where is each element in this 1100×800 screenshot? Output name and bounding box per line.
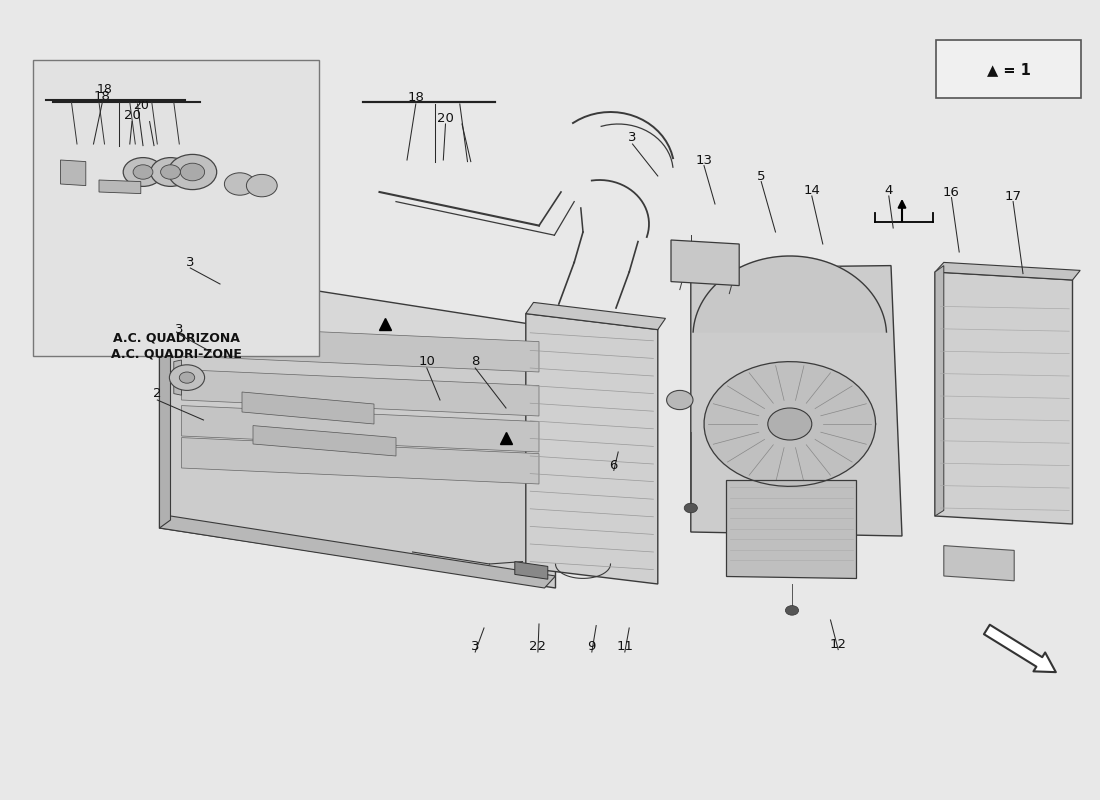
Text: 9: 9 [587,640,596,653]
Polygon shape [160,268,556,372]
Text: A.C. QUADRI-ZONE: A.C. QUADRI-ZONE [111,347,241,360]
Text: 13: 13 [695,154,713,166]
Circle shape [224,173,255,195]
Text: 12: 12 [829,638,847,650]
Polygon shape [935,266,944,516]
Polygon shape [174,360,182,395]
Polygon shape [704,362,876,486]
Text: 16: 16 [943,186,960,198]
Circle shape [684,503,697,513]
Circle shape [785,606,799,615]
Text: 5: 5 [757,170,766,182]
Text: eurocar parts: eurocar parts [315,378,653,422]
Polygon shape [944,546,1014,581]
Polygon shape [182,370,539,416]
Circle shape [123,158,163,186]
Circle shape [133,165,153,179]
Polygon shape [182,438,539,484]
Polygon shape [671,240,739,286]
Polygon shape [526,314,658,584]
Polygon shape [515,562,548,579]
Circle shape [180,163,205,181]
Text: 18: 18 [94,90,111,102]
Text: 8: 8 [471,355,480,368]
Text: 10: 10 [418,355,436,368]
Circle shape [169,327,205,353]
Text: 20: 20 [133,99,148,112]
Circle shape [768,408,812,440]
Text: 2: 2 [153,387,162,400]
Text: 20: 20 [123,109,141,122]
Polygon shape [160,516,556,588]
Polygon shape [691,266,902,536]
Polygon shape [182,326,539,372]
Circle shape [179,372,195,383]
Circle shape [168,154,217,190]
Text: 20: 20 [437,112,454,125]
Text: 18: 18 [407,91,425,104]
Polygon shape [726,480,856,578]
Polygon shape [174,322,182,358]
FancyBboxPatch shape [936,40,1081,98]
Polygon shape [693,256,887,332]
Circle shape [246,174,277,197]
Polygon shape [935,272,1072,524]
Text: 6: 6 [609,459,618,472]
Circle shape [169,365,205,390]
Text: 11: 11 [616,640,634,653]
Text: ▲ = 1: ▲ = 1 [987,62,1031,77]
Text: 3: 3 [471,640,480,653]
Text: 14: 14 [803,184,821,197]
Circle shape [151,158,190,186]
Text: 3: 3 [628,131,637,144]
Polygon shape [935,262,1080,280]
Polygon shape [160,312,556,588]
Polygon shape [242,392,374,424]
Polygon shape [526,302,666,330]
FancyArrowPatch shape [983,625,1056,672]
Text: A.C. QUADRIZONA: A.C. QUADRIZONA [112,331,240,344]
Polygon shape [60,160,86,186]
Circle shape [667,390,693,410]
Bar [33,60,319,356]
Text: 3: 3 [175,323,184,336]
Text: 17: 17 [1004,190,1022,202]
Text: 4: 4 [884,184,893,197]
Polygon shape [253,426,396,456]
Text: 3: 3 [186,256,195,269]
Circle shape [161,165,180,179]
Text: 18: 18 [97,83,112,96]
Text: 22: 22 [529,640,547,653]
Polygon shape [160,304,170,528]
Polygon shape [182,406,539,452]
Circle shape [179,334,195,346]
Polygon shape [99,180,141,194]
